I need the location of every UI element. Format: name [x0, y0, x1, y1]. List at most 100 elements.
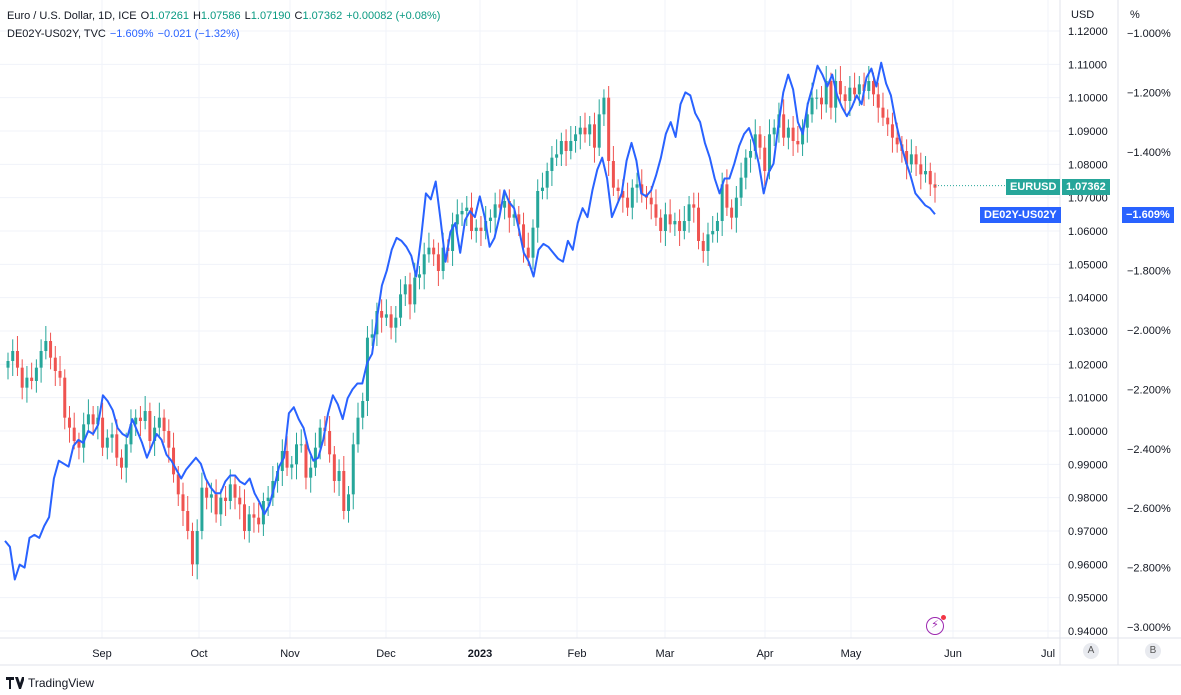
candle-body [224, 497, 228, 501]
candle-body [819, 97, 823, 105]
candle-body [881, 107, 885, 118]
candle-body [6, 361, 10, 368]
candle-body [843, 94, 847, 101]
candle-body [857, 84, 861, 95]
candle-body [597, 114, 601, 148]
candle-body [67, 417, 71, 428]
x-tick-label: May [841, 648, 862, 660]
candle-body [242, 504, 246, 531]
candle-body [214, 494, 218, 515]
main-symbol[interactable]: Euro / U.S. Dollar, 1D, ICE [7, 10, 137, 22]
y-right-tick-label: −1.400% [1127, 147, 1171, 159]
y-left-tick-label: 1.02000 [1068, 359, 1108, 371]
y-right-tick-label: −2.600% [1127, 503, 1171, 515]
y-left-tick-label: 1.06000 [1068, 226, 1108, 238]
candle-body [101, 417, 105, 448]
candle-body [810, 97, 814, 115]
candle-body [805, 114, 809, 128]
change-value: +0.00082 (+0.08%) [346, 10, 441, 22]
y-left-tick-label: 1.04000 [1068, 293, 1108, 305]
candle-body [451, 224, 455, 251]
candle-body [678, 221, 682, 231]
candle-body [432, 247, 436, 255]
candle-body [129, 424, 133, 445]
candle-body [687, 204, 691, 221]
candle-body [399, 294, 403, 318]
tradingview-logo-icon [6, 677, 24, 689]
y-left-tick-label: 0.96000 [1068, 559, 1108, 571]
candle-body [905, 151, 909, 165]
candle-body [540, 187, 544, 191]
candle-body [697, 207, 701, 241]
compare-symbol[interactable]: DE02Y-US02Y, TVC [7, 28, 106, 40]
candle-body [711, 231, 715, 235]
candle-body [328, 431, 332, 455]
close-value: 1.07362 [302, 10, 343, 22]
candle-body [252, 514, 256, 518]
candle-body [701, 241, 705, 251]
spread-name-tag: DE02Y-US02Y [980, 207, 1061, 223]
candle-body [550, 157, 554, 171]
candle-body [441, 247, 445, 271]
candle-body [290, 464, 294, 468]
candle-body [332, 454, 336, 481]
scale-b-button[interactable]: B [1145, 643, 1161, 659]
candle-body [791, 127, 795, 141]
candle-body [436, 254, 440, 271]
candle-body [720, 184, 724, 221]
candle-body [110, 434, 114, 438]
y-left-tick-label: 1.00000 [1068, 426, 1108, 438]
y-right-tick-label: −3.000% [1127, 622, 1171, 634]
x-tick-label: Jul [1041, 648, 1055, 660]
candle-body [455, 214, 459, 225]
candle-body [11, 351, 15, 361]
candle-body [39, 351, 43, 368]
candle-body [715, 221, 719, 231]
y-right-tick-label: −1.200% [1127, 87, 1171, 99]
auto-scale-button[interactable]: A [1083, 643, 1099, 659]
tradingview-footer[interactable]: TradingView [6, 676, 94, 690]
candle-body [517, 214, 521, 225]
candle-body [621, 191, 625, 198]
candle-body [389, 314, 393, 328]
candle-body [49, 341, 53, 358]
compare-change: −0.021 (−1.32%) [157, 28, 240, 40]
candle-body [195, 531, 199, 565]
candle-body [526, 247, 530, 258]
candle-body [422, 254, 426, 275]
brand-name: TradingView [28, 676, 95, 690]
y-left-tick-label: 1.03000 [1068, 326, 1108, 338]
candle-body [413, 277, 417, 305]
candle-body [692, 204, 696, 208]
candle-body [318, 427, 322, 448]
candle-body [867, 81, 871, 91]
y-left-tick-label: 1.01000 [1068, 393, 1108, 405]
candle-body [503, 201, 507, 208]
candle-body [872, 81, 876, 95]
candle-body [663, 214, 667, 231]
candle-body [148, 411, 152, 441]
main-series-legend: Euro / U.S. Dollar, 1D, ICE O1.07261 H1.07… [7, 10, 441, 22]
candle-body [834, 81, 838, 108]
candle-body [488, 217, 492, 221]
spread-line-series [4, 61, 936, 581]
candle-body [209, 494, 213, 498]
candle-body [105, 437, 109, 448]
candle-body [744, 157, 748, 178]
lightning-icon[interactable]: ⚡ [926, 617, 944, 635]
candle-body [58, 371, 62, 378]
candle-body [626, 197, 630, 208]
candle-body [304, 444, 308, 478]
candle-body [347, 494, 351, 511]
candle-body [351, 444, 355, 495]
candle-body [763, 147, 767, 171]
candle-body [602, 97, 606, 115]
candle-body [824, 81, 828, 105]
candle-body [564, 141, 568, 151]
candle-body [247, 514, 251, 531]
candle-body [853, 87, 857, 95]
candle-body [909, 154, 913, 165]
candle-body [730, 207, 734, 218]
candle-body [522, 224, 526, 248]
